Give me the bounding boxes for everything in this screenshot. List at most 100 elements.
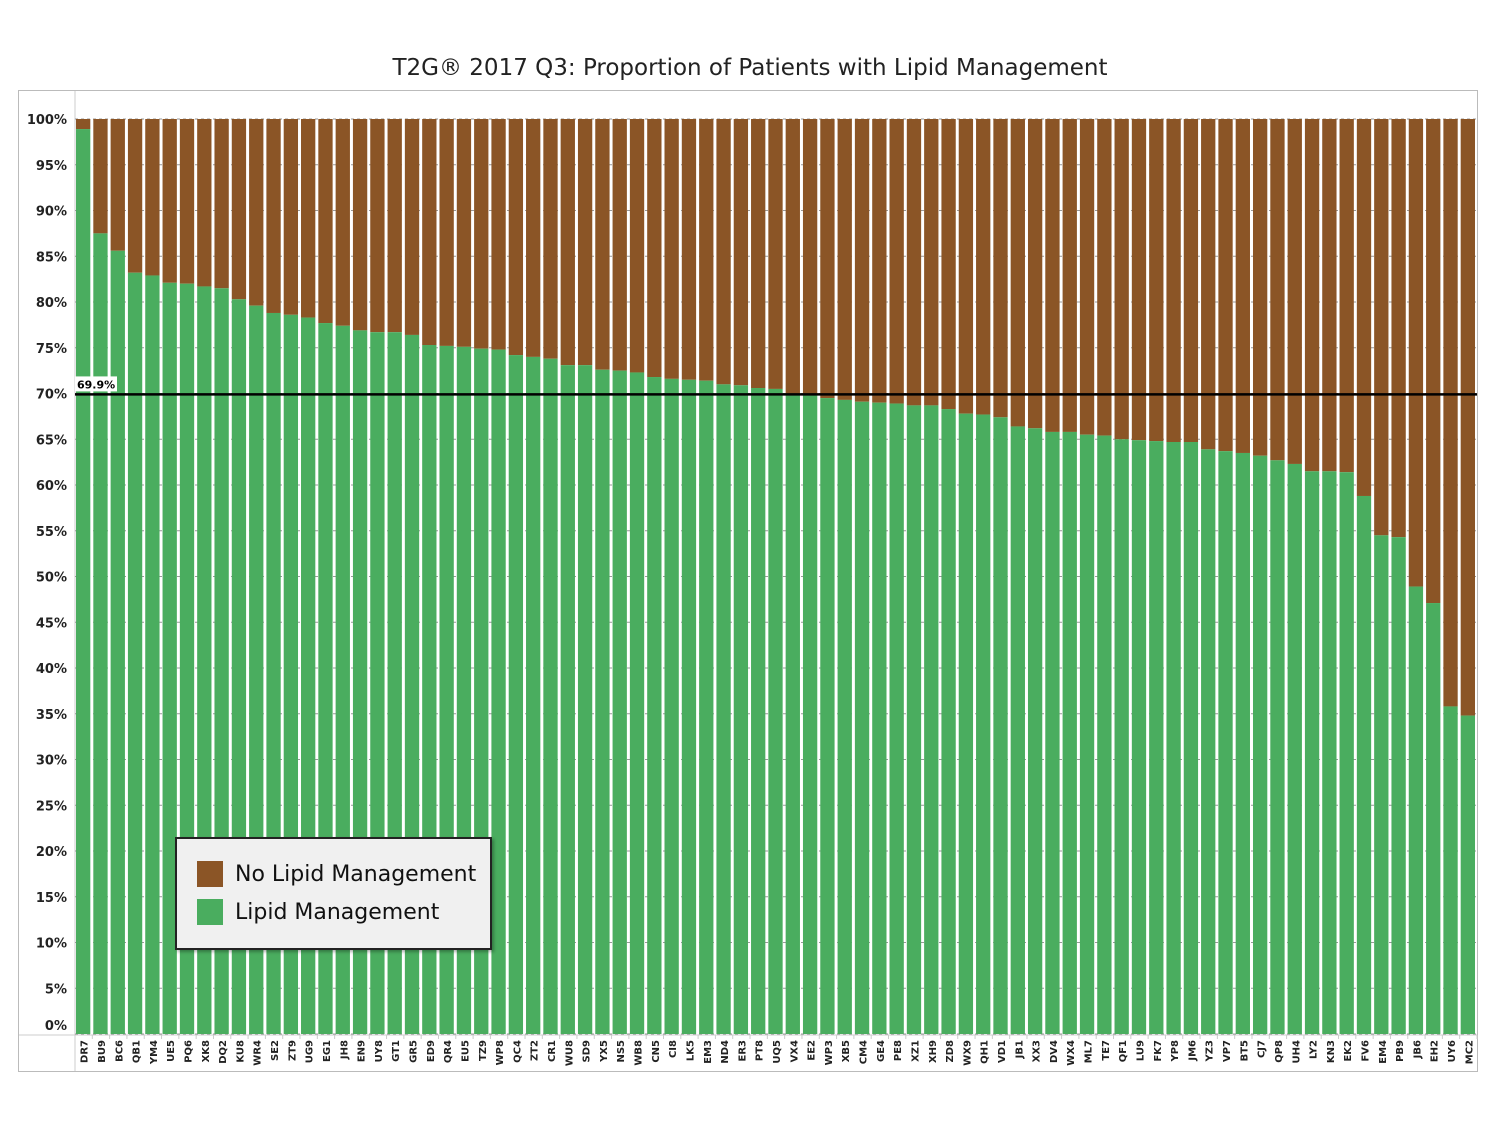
bar-lipid-jb1	[1010, 426, 1025, 1034]
bar-lipid-zt2	[526, 356, 541, 1034]
y-tick-label: 20%	[36, 845, 67, 860]
bar-no-lipid-ns5	[612, 119, 627, 371]
bar-no-lipid-jb6	[1408, 119, 1424, 587]
x-tick-label: ER3	[737, 1040, 748, 1062]
chart-title: T2G® 2017 Q3: Proportion of Patients wit…	[392, 55, 1108, 81]
bar-lipid-uq5	[768, 388, 783, 1034]
bar-no-lipid-pb9	[1391, 119, 1406, 538]
bar-no-lipid-ge4	[872, 119, 887, 403]
bar-lipid-cn5	[647, 377, 662, 1034]
y-tick-label: 50%	[36, 571, 67, 586]
bar-lipid-bc6	[110, 250, 125, 1034]
bar-lipid-wp8	[491, 349, 506, 1035]
x-tick-label: FV6	[1360, 1040, 1371, 1062]
bar-lipid-dr7	[76, 129, 91, 1034]
bar-lipid-wb8	[629, 372, 645, 1035]
x-tick-label: BU9	[97, 1040, 108, 1063]
bar-lipid-lk5	[681, 379, 697, 1034]
x-tick-label: YM4	[149, 1040, 160, 1065]
y-tick-label: 75%	[36, 342, 67, 357]
legend-item-no-lipid: No Lipid Management	[197, 861, 476, 887]
bar-no-lipid-fv6	[1356, 119, 1372, 496]
x-tick-label: DV4	[1049, 1040, 1060, 1063]
bar-lipid-xx3	[1027, 428, 1043, 1034]
x-tick-label: EU5	[460, 1040, 471, 1062]
x-tick-label: UY8	[374, 1040, 385, 1062]
x-tick-label: EM3	[703, 1040, 714, 1064]
x-tick-label: JB1	[1014, 1040, 1025, 1059]
x-tick-label: EH2	[1430, 1040, 1441, 1062]
bar-lipid-yz3	[1201, 449, 1216, 1034]
y-tick-label: 25%	[36, 799, 67, 814]
x-tick-label: GE4	[876, 1040, 887, 1062]
bar-lipid-fk7	[1149, 441, 1164, 1035]
x-tick-label: YZ3	[1205, 1040, 1216, 1062]
legend: No Lipid Management Lipid Management	[175, 837, 492, 950]
x-tick-label: ED9	[426, 1040, 437, 1062]
bar-no-lipid-en9	[352, 119, 368, 331]
x-tick-label: PE8	[893, 1040, 904, 1061]
bar-no-lipid-cj7	[1252, 119, 1268, 456]
x-tick-label: PB9	[1395, 1040, 1406, 1062]
bar-no-lipid-ug9	[301, 119, 316, 318]
bar-lipid-ns5	[612, 370, 627, 1034]
bar-no-lipid-jb1	[1010, 119, 1025, 427]
bar-lipid-ee2	[802, 395, 818, 1035]
x-tick-label: WB8	[634, 1040, 645, 1066]
bar-lipid-yp8	[1166, 441, 1181, 1034]
bar-lipid-vx4	[785, 394, 800, 1034]
bar-lipid-ue5	[162, 282, 177, 1034]
bar-no-lipid-ci8	[664, 119, 679, 379]
bar-lipid-jb6	[1408, 586, 1424, 1034]
y-tick-label: 100%	[27, 113, 67, 128]
bar-no-lipid-ek2	[1339, 119, 1354, 473]
bar-lipid-pe8	[889, 403, 904, 1034]
x-tick-label: QR4	[443, 1040, 454, 1063]
bar-no-lipid-jm6	[1183, 119, 1199, 442]
x-tick-label: GT1	[391, 1040, 402, 1062]
bar-lipid-pt8	[751, 388, 766, 1034]
bar-lipid-pb9	[1391, 537, 1406, 1034]
bar-no-lipid-gr5	[404, 119, 420, 335]
legend-label-no-lipid: No Lipid Management	[235, 861, 477, 887]
bar-no-lipid-zt9	[283, 119, 299, 315]
bar-lipid-lu9	[1131, 440, 1147, 1034]
x-tick-label: YX5	[599, 1040, 610, 1063]
x-tick-label: VP7	[1222, 1040, 1233, 1062]
x-tick-label: WU8	[564, 1040, 575, 1066]
x-tick-label: JM6	[1187, 1040, 1198, 1062]
bar-lipid-em4	[1374, 535, 1389, 1034]
bar-lipid-ge4	[872, 402, 887, 1034]
bar-no-lipid-wx9	[958, 119, 974, 414]
bar-no-lipid-bu9	[93, 119, 108, 234]
bar-no-lipid-uy8	[370, 119, 385, 333]
bar-no-lipid-sd9	[577, 119, 593, 366]
x-tick-label: CN5	[651, 1040, 662, 1063]
bar-no-lipid-yz3	[1201, 119, 1216, 450]
x-tick-label: WX4	[1066, 1040, 1077, 1066]
y-tick-label: 70%	[36, 388, 67, 403]
bar-no-lipid-fk7	[1149, 119, 1164, 442]
x-tick-label: UQ5	[772, 1040, 783, 1064]
x-tick-label: VD1	[997, 1040, 1008, 1063]
bar-lipid-qp8	[1270, 460, 1285, 1034]
y-tick-label: 65%	[36, 433, 67, 448]
x-tick-label: FK7	[1153, 1040, 1164, 1062]
bar-no-lipid-qf1	[1114, 119, 1129, 440]
x-tick-label: MC2	[1464, 1040, 1475, 1064]
bar-lipid-vp7	[1218, 451, 1233, 1034]
bar-no-lipid-bt5	[1235, 119, 1250, 453]
bar-lipid-fv6	[1356, 495, 1372, 1035]
x-tick-label: CJ7	[1257, 1040, 1268, 1058]
bar-no-lipid-kn3	[1322, 119, 1337, 472]
y-tick-label: 35%	[36, 708, 67, 723]
bar-lipid-uh4	[1287, 463, 1302, 1035]
reference-label-bg	[75, 376, 117, 392]
x-tick-label: ND4	[720, 1040, 731, 1064]
x-tick-label: EE2	[807, 1040, 818, 1061]
bar-lipid-xz1	[906, 405, 922, 1034]
x-tick-label: BC6	[114, 1040, 125, 1062]
y-tick-label: 85%	[36, 250, 67, 265]
bar-no-lipid-ml7	[1079, 119, 1095, 435]
